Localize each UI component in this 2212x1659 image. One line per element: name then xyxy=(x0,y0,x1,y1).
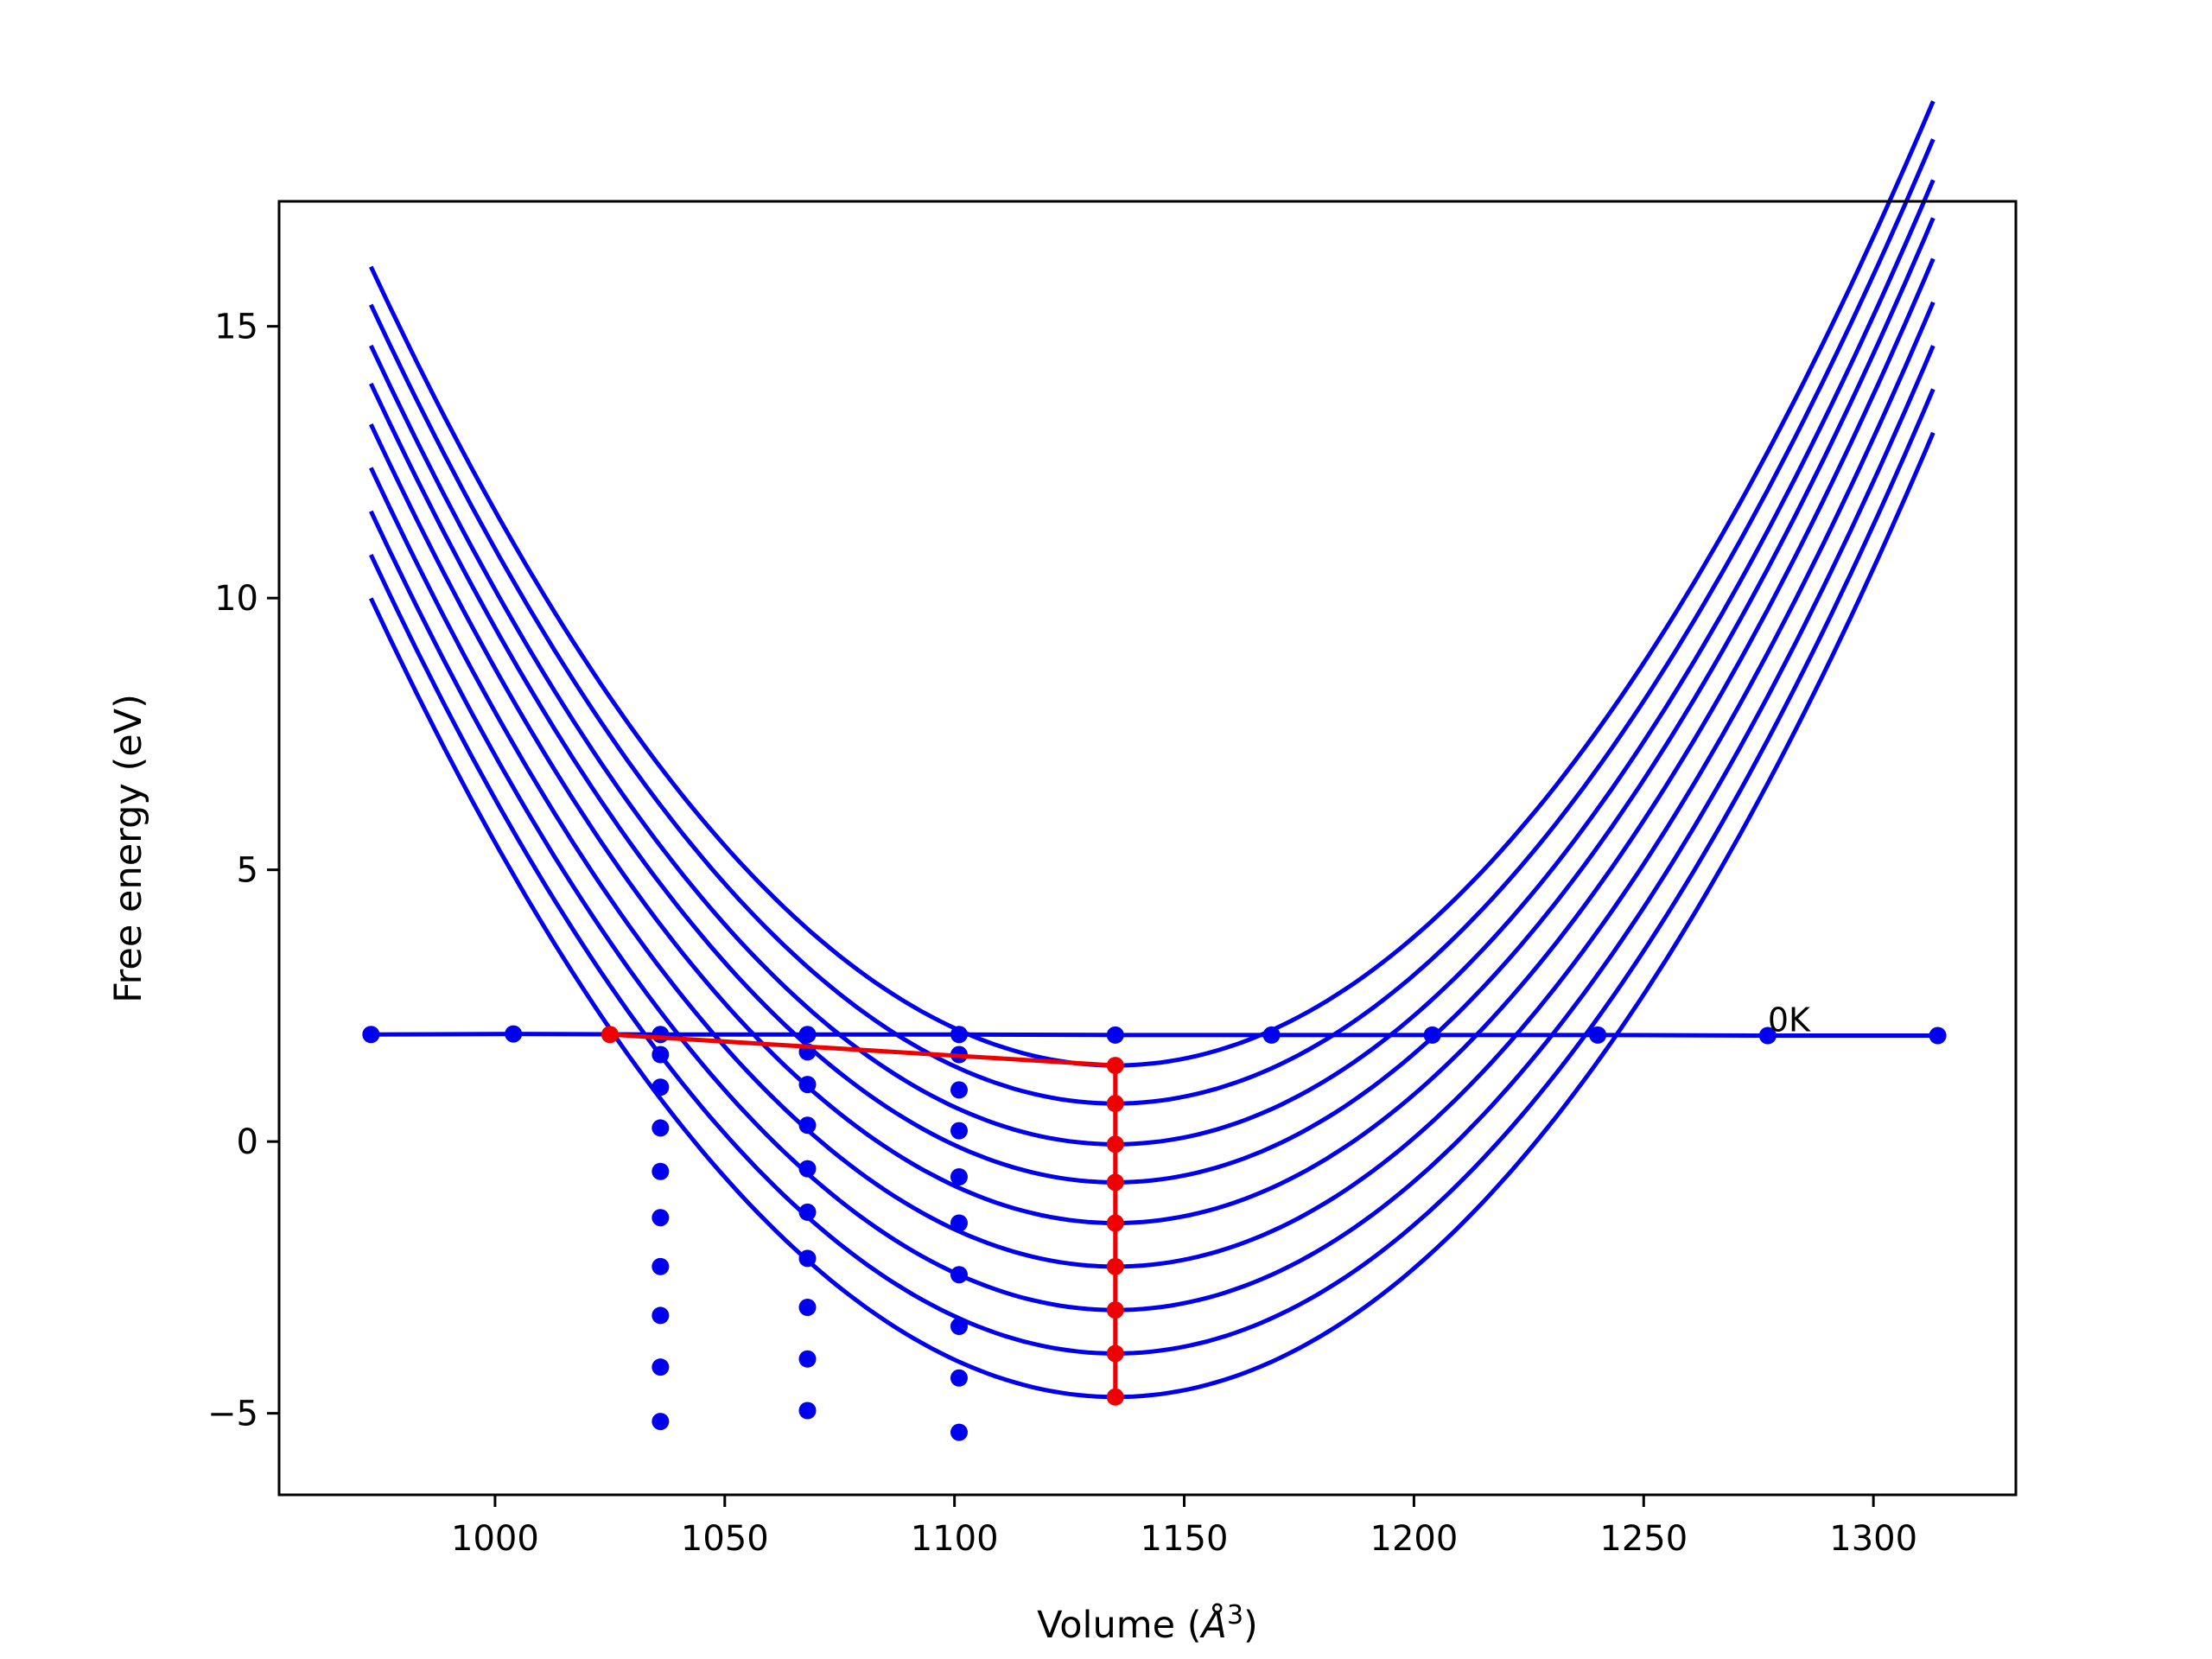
x-axis-label: Volume (Å3) xyxy=(1037,1600,1258,1647)
x-tick-label: 1000 xyxy=(451,1519,539,1559)
scatter-point xyxy=(950,1168,968,1186)
scatter-point xyxy=(798,1402,817,1420)
energy-curve-4 xyxy=(369,217,1936,1185)
energy-curve-6 xyxy=(369,301,1936,1269)
scatter-point xyxy=(652,1119,670,1137)
scatter-point xyxy=(798,1076,817,1094)
curves-layer xyxy=(369,100,1936,1400)
y-tick-label: 15 xyxy=(214,308,258,347)
scatter-point xyxy=(798,1116,817,1135)
energy-curve-1 xyxy=(369,100,1936,1068)
scatter-point xyxy=(652,1413,670,1431)
annotation-0k: 0K xyxy=(1768,1001,1811,1039)
minimum-path-point xyxy=(1106,1214,1124,1232)
horizontal-series-point xyxy=(798,1026,817,1044)
y-axis-ticks: −5 0 5 10 15 xyxy=(207,308,279,1434)
energy-curve-8 xyxy=(369,388,1936,1357)
scatter-point xyxy=(798,1350,817,1368)
x-tick-label: 1250 xyxy=(1599,1519,1688,1559)
scatter-point xyxy=(798,1160,817,1178)
energy-curve-3 xyxy=(369,179,1936,1147)
energy-curve-5 xyxy=(369,257,1936,1226)
scatter-point xyxy=(950,1266,968,1284)
y-axis-label: Free energy (eV) xyxy=(107,694,150,1003)
horizontal-series-point xyxy=(1589,1026,1607,1044)
horizontal-series-point xyxy=(505,1025,523,1043)
y-tick-label: 5 xyxy=(237,851,258,891)
horizontal-series-point xyxy=(950,1026,968,1044)
horizontal-series-point xyxy=(362,1026,380,1044)
minimum-path-point xyxy=(1106,1301,1124,1319)
x-axis-ticks: 1000 1050 1100 1150 1200 1250 1300 xyxy=(451,1495,1917,1559)
x-tick-label: 1100 xyxy=(911,1519,999,1559)
minimum-path-point xyxy=(601,1026,619,1044)
y-tick-label: 0 xyxy=(237,1122,258,1162)
scatter-point xyxy=(652,1209,670,1227)
y-tick-label: −5 xyxy=(207,1395,258,1434)
scatter-point xyxy=(798,1203,817,1221)
scatter-point xyxy=(652,1162,670,1180)
x-tick-label: 1050 xyxy=(681,1519,769,1559)
plot-frame xyxy=(277,200,2018,1497)
minimum-path-point xyxy=(1106,1057,1124,1075)
scatter-layer xyxy=(652,1043,968,1441)
horizontal-series-point xyxy=(652,1026,670,1044)
minimum-path-point xyxy=(1106,1135,1124,1154)
scatter-point xyxy=(950,1318,968,1336)
energy-curve-9 xyxy=(369,431,1936,1400)
minimum-path-point xyxy=(1106,1257,1124,1275)
scatter-point xyxy=(652,1257,670,1275)
minimum-path-layer xyxy=(601,1026,1124,1406)
scatter-point xyxy=(652,1306,670,1325)
scatter-point xyxy=(950,1369,968,1387)
energy-curve-7 xyxy=(369,345,1936,1313)
scatter-point xyxy=(798,1298,817,1316)
scatter-point xyxy=(652,1078,670,1096)
horizontal-series-point xyxy=(1929,1027,1947,1045)
minimum-path-line xyxy=(609,1032,1118,1397)
minimum-path-point xyxy=(1106,1388,1124,1406)
horizontal-series-point xyxy=(1106,1026,1124,1044)
energy-curve-2 xyxy=(369,138,1936,1106)
horizontal-series-point xyxy=(1758,1027,1777,1045)
scatter-point xyxy=(652,1046,670,1064)
x-tick-label: 1200 xyxy=(1370,1519,1459,1559)
minimum-path-point xyxy=(1106,1344,1124,1363)
scatter-point xyxy=(652,1358,670,1376)
scatter-point xyxy=(798,1249,817,1268)
y-tick-label: 10 xyxy=(214,579,258,619)
scatter-point xyxy=(950,1081,968,1099)
horizontal-series-point xyxy=(1262,1026,1281,1044)
x-tick-label: 1150 xyxy=(1141,1519,1229,1559)
minimum-path-point xyxy=(1106,1173,1124,1192)
scatter-point xyxy=(950,1214,968,1232)
horizontal-series-point xyxy=(1423,1026,1441,1044)
scatter-point xyxy=(950,1423,968,1441)
x-tick-label: 1300 xyxy=(1829,1519,1917,1559)
minimum-path-point xyxy=(1106,1095,1124,1113)
scatter-point xyxy=(950,1122,968,1140)
